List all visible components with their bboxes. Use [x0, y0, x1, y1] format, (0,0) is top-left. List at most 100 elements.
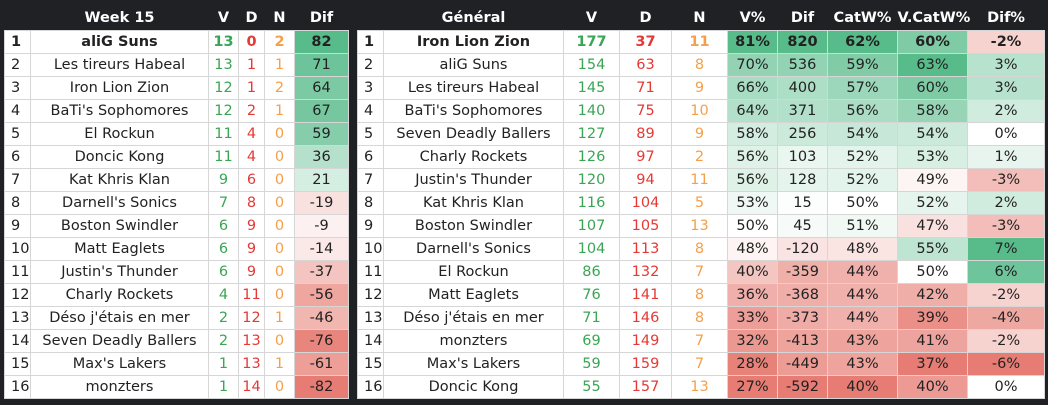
draws-cell: 2	[671, 145, 728, 169]
dif-pct-cell: 0%	[967, 375, 1045, 399]
vcatw-pct-cell: 37%	[897, 352, 968, 376]
dif-cell: 21	[294, 168, 349, 192]
win-pct-cell: 53%	[727, 191, 778, 215]
catw-pct-header: CatW%	[827, 6, 898, 31]
team-name-cell: Matt Eaglets	[383, 283, 564, 307]
dif-cell: -368	[777, 283, 828, 307]
draws-cell: 9	[671, 122, 728, 146]
losses-cell: 11	[238, 283, 265, 307]
draws-cell: 1	[264, 306, 295, 330]
win-pct-cell: 27%	[727, 375, 778, 399]
table-row: 5 El Rockun 11 4 0 59	[4, 122, 349, 146]
wins-cell: 1	[208, 352, 239, 376]
team-name-cell: Doncic Kong	[30, 145, 209, 169]
draws-cell: 10	[671, 99, 728, 123]
draws-cell: 8	[671, 53, 728, 77]
table-row: 11 El Rockun 86 132 7 40% -359 44% 50% 6%	[357, 260, 1045, 284]
table-row: 15 Max's Lakers 59 159 7 28% -449 43% 37% -6%	[357, 352, 1045, 376]
dif-cell: -14	[294, 237, 349, 261]
draws-cell: 0	[264, 145, 295, 169]
wins-cell: 86	[563, 260, 620, 284]
general-standings-table: Général V D N V% Dif CatW% V.CatW% Dif% …	[357, 6, 1045, 399]
rank-cell: 12	[357, 283, 384, 307]
vcatw-pct-cell: 40%	[897, 375, 968, 399]
losses-cell: 104	[619, 191, 672, 215]
dif-cell: 82	[294, 30, 349, 54]
rank-cell: 16	[4, 375, 31, 399]
wins-cell: 71	[563, 306, 620, 330]
losses-cell: 105	[619, 214, 672, 238]
team-name-cell: Max's Lakers	[30, 352, 209, 376]
losses-cell: 113	[619, 237, 672, 261]
table-row: 8 Kat Khris Klan 116 104 5 53% 15 50% 52% 2%	[357, 191, 1045, 215]
catw-pct-cell: 40%	[827, 375, 898, 399]
vcatw-pct-cell: 60%	[897, 30, 968, 54]
dif-cell: 71	[294, 53, 349, 77]
losses-cell: 1	[238, 76, 265, 100]
rank-cell: 11	[4, 260, 31, 284]
dif-cell: -120	[777, 237, 828, 261]
dif-cell: -46	[294, 306, 349, 330]
table-row: 8 Darnell's Sonics 7 8 0 -19	[4, 191, 349, 215]
losses-cell: 4	[238, 122, 265, 146]
team-name-cell: monzters	[30, 375, 209, 399]
catw-pct-cell: 43%	[827, 352, 898, 376]
rank-cell: 4	[4, 99, 31, 123]
table-row: 16 Doncic Kong 55 157 13 27% -592 40% 40% 0%	[357, 375, 1045, 399]
rank-cell: 8	[4, 191, 31, 215]
wins-cell: 140	[563, 99, 620, 123]
losses-cell: 9	[238, 260, 265, 284]
team-name-cell: Boston Swindler	[383, 214, 564, 238]
rank-cell: 3	[4, 76, 31, 100]
dif-cell: -56	[294, 283, 349, 307]
wins-header: V	[208, 6, 239, 31]
team-name-cell: BaTi's Sophomores	[30, 99, 209, 123]
dif-header: Dif	[777, 6, 828, 31]
table-row: 12 Charly Rockets 4 11 0 -56	[4, 283, 349, 307]
wins-cell: 69	[563, 329, 620, 353]
catw-pct-cell: 48%	[827, 237, 898, 261]
wins-cell: 177	[563, 30, 620, 54]
table-row: 13 Déso j'étais en mer 71 146 8 33% -373 44% 39%…	[357, 306, 1045, 330]
win-pct-cell: 28%	[727, 352, 778, 376]
dif-cell: -37	[294, 260, 349, 284]
wins-cell: 120	[563, 168, 620, 192]
dif-cell: 15	[777, 191, 828, 215]
catw-pct-cell: 57%	[827, 76, 898, 100]
catw-pct-cell: 52%	[827, 145, 898, 169]
draws-cell: 7	[671, 352, 728, 376]
losses-cell: 37	[619, 30, 672, 54]
wins-cell: 12	[208, 76, 239, 100]
win-pct-cell: 58%	[727, 122, 778, 146]
dif-pct-cell: 1%	[967, 145, 1045, 169]
draws-cell: 8	[671, 237, 728, 261]
table-row: 6 Doncic Kong 11 4 0 36	[4, 145, 349, 169]
team-name-cell: Kat Khris Klan	[383, 191, 564, 215]
rank-cell: 5	[4, 122, 31, 146]
dif-pct-cell: -3%	[967, 214, 1045, 238]
vcatw-pct-cell: 47%	[897, 214, 968, 238]
losses-cell: 132	[619, 260, 672, 284]
rank-cell: 15	[357, 352, 384, 376]
wins-cell: 1	[208, 375, 239, 399]
dif-cell: 820	[777, 30, 828, 54]
team-header: Week 15	[30, 6, 209, 31]
draws-cell: 0	[264, 237, 295, 261]
dif-cell: 400	[777, 76, 828, 100]
dif-cell: -9	[294, 214, 349, 238]
rank-cell: 11	[357, 260, 384, 284]
team-name-cell: Iron Lion Zion	[383, 30, 564, 54]
dif-cell: -359	[777, 260, 828, 284]
rank-cell: 10	[4, 237, 31, 261]
draws-cell: 0	[264, 168, 295, 192]
draws-cell: 2	[264, 76, 295, 100]
wins-cell: 126	[563, 145, 620, 169]
rank-cell: 2	[4, 53, 31, 77]
draws-cell: 9	[671, 76, 728, 100]
team-name-cell: Iron Lion Zion	[30, 76, 209, 100]
losses-cell: 71	[619, 76, 672, 100]
dif-cell: 64	[294, 76, 349, 100]
wins-cell: 11	[208, 145, 239, 169]
team-name-cell: aliG Suns	[383, 53, 564, 77]
